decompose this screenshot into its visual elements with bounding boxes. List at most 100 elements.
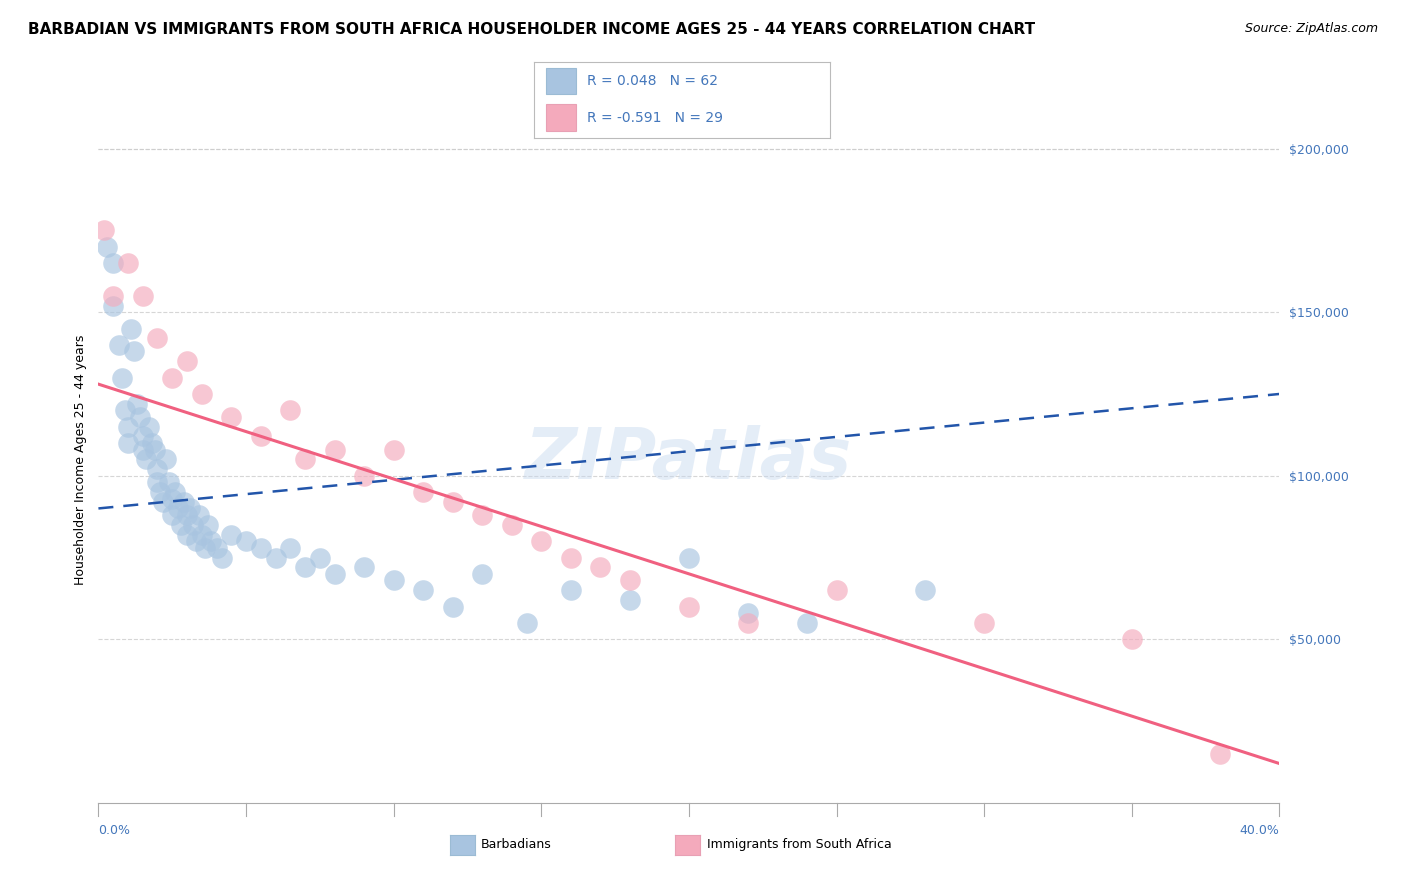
Point (117, 436, 139, 450)
Point (162, 370, 183, 384)
Text: R = 0.048   N = 62: R = 0.048 N = 62 (588, 74, 718, 88)
Point (146, 331, 169, 345)
Point (132, 429, 155, 443)
Point (323, 566, 346, 581)
Point (103, 299, 125, 313)
Point (294, 452, 316, 467)
Point (132, 442, 155, 457)
Point (173, 495, 195, 509)
Point (200, 534, 222, 549)
Point (103, 256, 125, 270)
Point (619, 574, 641, 588)
Point (382, 574, 405, 588)
Point (412, 583, 434, 598)
Point (250, 541, 273, 555)
Point (187, 508, 209, 522)
Point (128, 409, 150, 424)
Point (250, 429, 273, 443)
Point (155, 452, 177, 467)
Point (146, 475, 169, 490)
Point (353, 560, 375, 574)
Point (141, 436, 163, 450)
Y-axis label: Householder Income Ages 25 - 44 years: Householder Income Ages 25 - 44 years (75, 334, 87, 584)
Point (194, 541, 217, 555)
Point (516, 615, 538, 630)
Point (589, 560, 612, 574)
Point (197, 517, 219, 532)
Point (412, 485, 434, 500)
Point (221, 409, 243, 424)
Point (441, 599, 464, 614)
Point (93, 223, 115, 237)
Point (191, 387, 214, 401)
Point (111, 370, 134, 384)
Point (117, 256, 139, 270)
Point (120, 321, 142, 335)
Point (471, 566, 494, 581)
FancyBboxPatch shape (546, 68, 575, 95)
Point (309, 550, 332, 565)
Text: R = -0.591   N = 29: R = -0.591 N = 29 (588, 111, 724, 125)
Point (162, 508, 183, 522)
Point (157, 475, 180, 490)
Text: Source: ZipAtlas.com: Source: ZipAtlas.com (1244, 22, 1378, 36)
Point (278, 403, 302, 417)
Point (530, 534, 553, 549)
Point (114, 403, 136, 417)
Point (796, 615, 818, 630)
Point (619, 593, 641, 607)
Text: 0.0%: 0.0% (98, 824, 131, 837)
Point (278, 541, 302, 555)
Point (973, 615, 995, 630)
Point (162, 491, 183, 506)
Text: ZIPatlas: ZIPatlas (526, 425, 852, 494)
Point (96, 240, 118, 254)
Point (138, 419, 160, 434)
Point (184, 534, 207, 549)
Point (122, 344, 145, 359)
Point (181, 517, 204, 532)
Point (737, 615, 759, 630)
Point (135, 452, 157, 467)
Point (132, 289, 155, 303)
Point (235, 534, 257, 549)
Point (146, 462, 169, 476)
Point (176, 508, 198, 522)
Point (264, 550, 287, 565)
Point (176, 354, 198, 368)
Text: 40.0%: 40.0% (1240, 824, 1279, 837)
Point (914, 583, 936, 598)
Point (678, 550, 700, 565)
Point (1121, 632, 1143, 647)
Point (678, 599, 700, 614)
Point (560, 583, 582, 598)
Point (294, 560, 316, 574)
Point (560, 550, 582, 565)
Point (825, 583, 848, 598)
Point (149, 485, 172, 500)
Point (211, 550, 233, 565)
Point (117, 419, 139, 434)
Point (167, 501, 190, 516)
Point (205, 541, 228, 555)
Point (176, 527, 198, 541)
Text: Immigrants from South Africa: Immigrants from South Africa (707, 838, 891, 851)
Point (382, 442, 405, 457)
Point (441, 495, 464, 509)
Point (170, 517, 193, 532)
Point (165, 485, 187, 500)
Text: Barbadians: Barbadians (481, 838, 551, 851)
Point (1209, 747, 1232, 761)
Point (103, 289, 125, 303)
Point (221, 527, 243, 541)
Point (323, 442, 346, 457)
Point (152, 495, 174, 509)
Point (737, 606, 759, 620)
Text: BARBADIAN VS IMMIGRANTS FROM SOUTH AFRICA HOUSEHOLDER INCOME AGES 25 - 44 YEARS : BARBADIAN VS IMMIGRANTS FROM SOUTH AFRIC… (28, 22, 1035, 37)
Point (191, 527, 214, 541)
Point (143, 442, 166, 457)
Point (353, 468, 375, 483)
Point (501, 517, 523, 532)
FancyBboxPatch shape (546, 104, 575, 130)
Point (471, 508, 494, 522)
